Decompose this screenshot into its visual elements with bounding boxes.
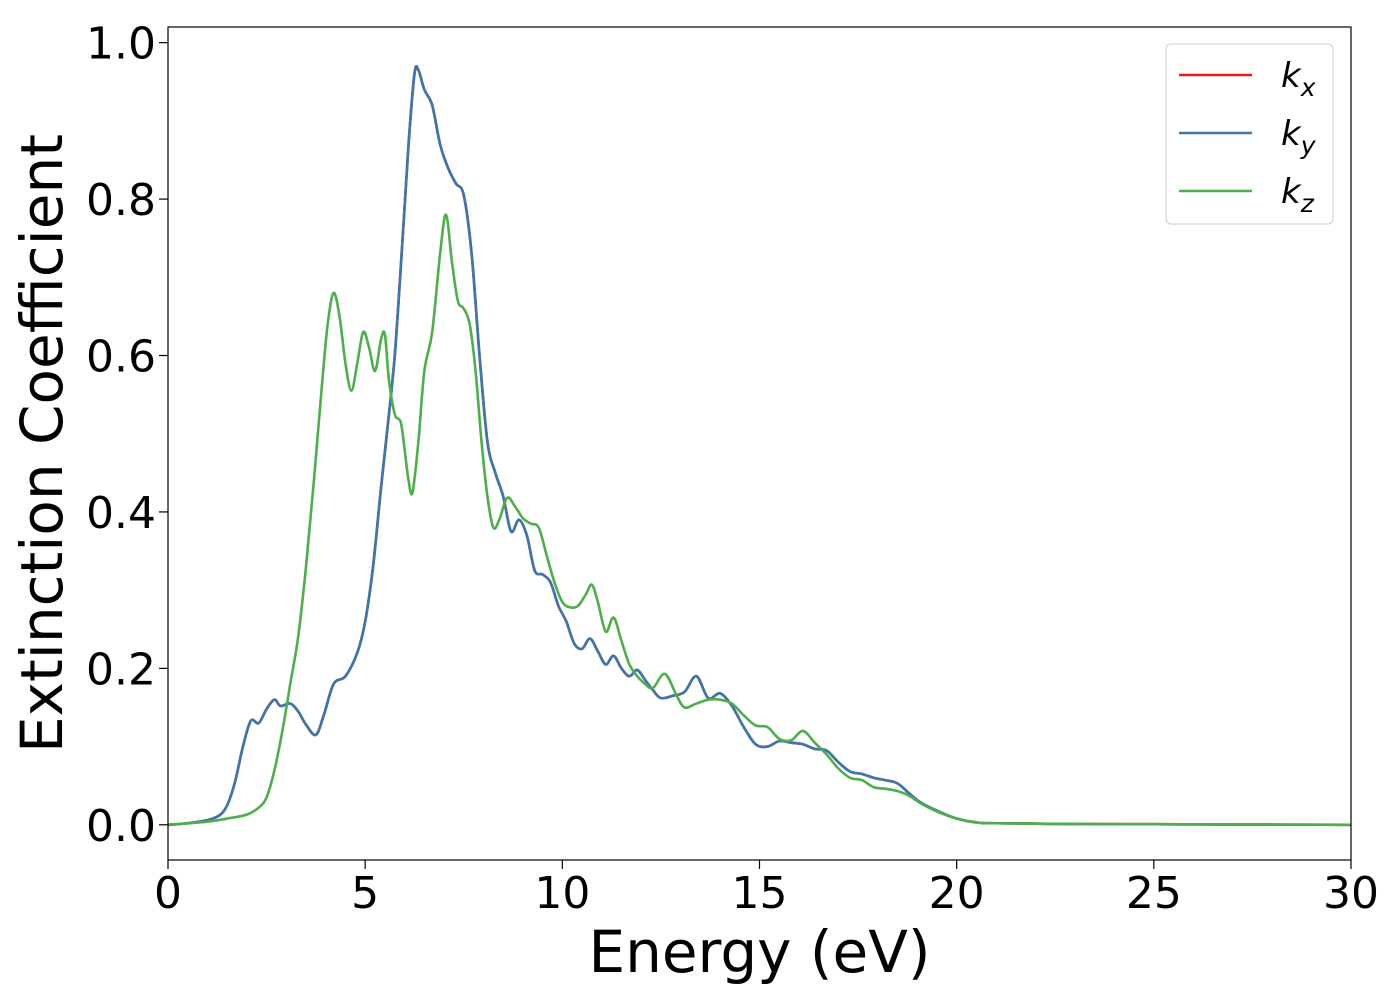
x-tick-label: 30 [1323, 868, 1379, 919]
y-tick-label: 1.0 [86, 19, 156, 70]
y-axis-ticks: 0.0 0.2 0.4 0.6 0.8 1.0 [86, 19, 168, 852]
y-tick-label: 0.8 [86, 175, 156, 226]
x-tick-label: 20 [929, 868, 985, 919]
series-line-kz [167, 213, 1352, 827]
x-tick-label: 5 [351, 868, 379, 919]
y-tick-label: 0.2 [86, 644, 156, 695]
y-tick-label: 0.0 [86, 801, 156, 852]
x-axis-ticks: 0 5 10 15 20 25 30 [154, 860, 1379, 919]
y-tick-label: 0.4 [86, 488, 156, 539]
series-line-ky [167, 65, 1352, 827]
series-layer [167, 65, 1352, 827]
x-tick-label: 0 [154, 868, 182, 919]
y-axis-label: Extinction Coefficient [8, 134, 76, 753]
x-axis-label: Energy (eV) [588, 918, 930, 986]
x-tick-label: 10 [534, 868, 590, 919]
x-tick-label: 15 [732, 868, 788, 919]
x-tick-label: 25 [1126, 868, 1182, 919]
y-tick-label: 0.6 [86, 332, 156, 383]
